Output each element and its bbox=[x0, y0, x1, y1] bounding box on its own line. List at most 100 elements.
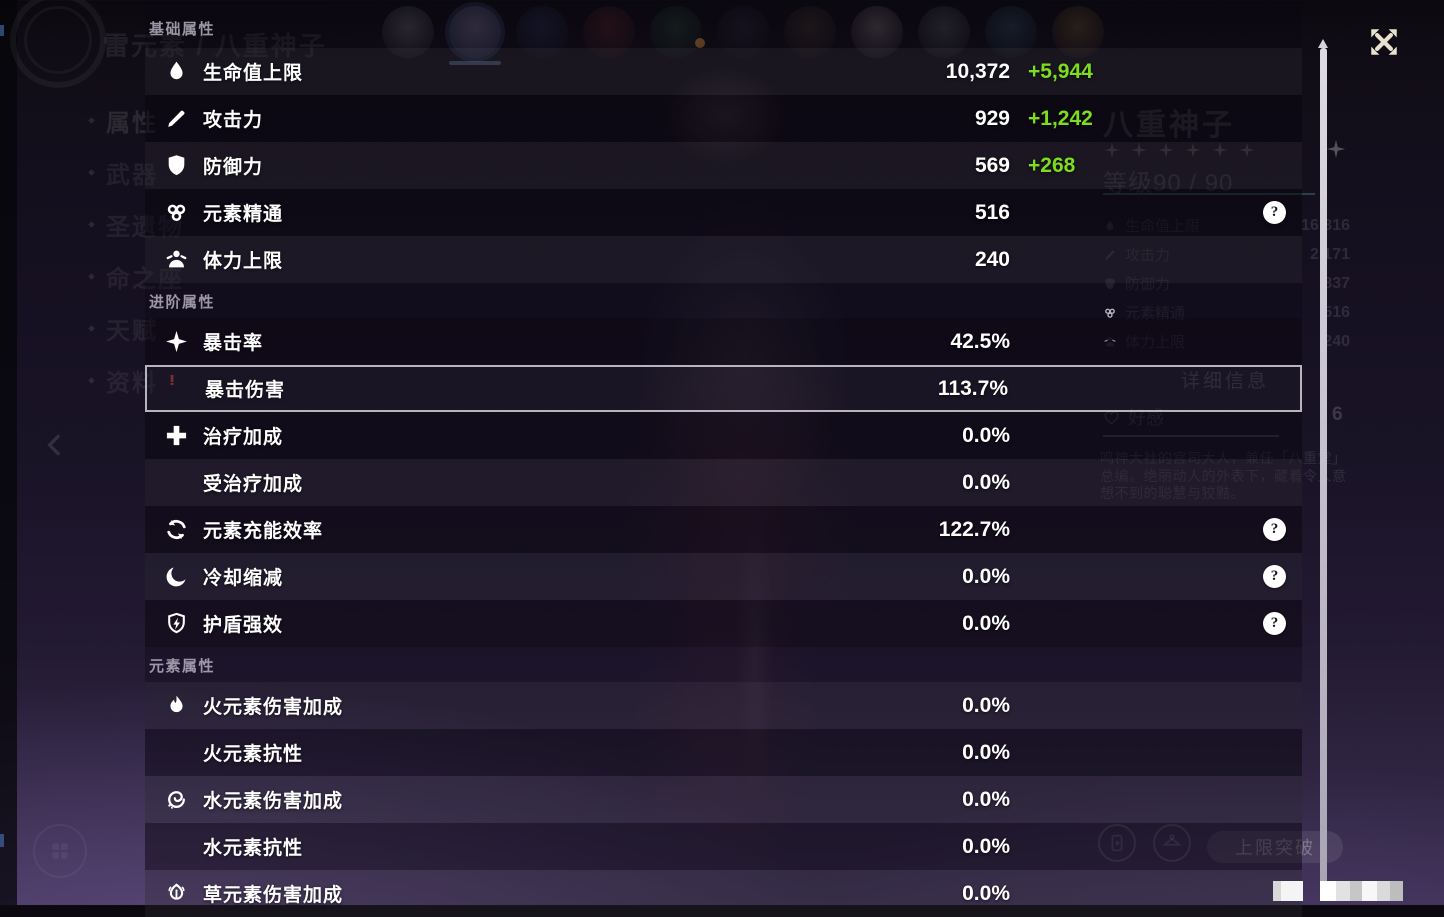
stat-row[interactable]: 攻击力 929 +1,242 bbox=[145, 95, 1302, 142]
stat-label: 火元素伤害加成 bbox=[203, 697, 344, 718]
attributes-panel: 基础属性 生命值上限 10,372 +5,944 攻击力 929 +1,242 防御力 569 +… bbox=[145, 0, 1302, 917]
pyro-icon bbox=[164, 693, 189, 718]
stat-label: 暴击伤害 bbox=[205, 380, 286, 401]
party-avatar bbox=[985, 6, 1037, 58]
stat-value: 10,372 bbox=[945, 59, 1010, 83]
party-avatar bbox=[784, 6, 836, 58]
stat-row[interactable]: 元素精通 516? bbox=[145, 189, 1302, 236]
stat-row[interactable]: 防御力 569 +268 bbox=[145, 142, 1302, 189]
background-stat-label: 体力上限 bbox=[1125, 334, 1186, 351]
stat-row-left: 受治疗加成 bbox=[145, 469, 303, 496]
sidebar-item-label: 武器 bbox=[106, 161, 158, 189]
help-icon[interactable]: ? bbox=[1263, 565, 1286, 588]
sidebar-item-label: 资料 bbox=[106, 369, 158, 397]
background-stat-row: 防御力 837 bbox=[1103, 269, 1350, 298]
stat-help-cell: ? bbox=[1247, 201, 1302, 224]
stat-row[interactable]: 冷却缩减 0.0%? bbox=[145, 553, 1302, 600]
stat-bonus: +5,944 bbox=[1028, 59, 1093, 83]
stat-row-left: 治疗加成 bbox=[145, 422, 283, 449]
close-button[interactable] bbox=[1363, 21, 1405, 63]
close-icon bbox=[1366, 24, 1402, 60]
stat-label: 暴击率 bbox=[203, 333, 264, 354]
stat-row[interactable]: 治疗加成 0.0% bbox=[145, 412, 1302, 459]
party-avatar bbox=[851, 6, 903, 58]
character-screen-title: 雷元素 / 八重神子 bbox=[103, 31, 327, 61]
diamond-icon bbox=[86, 115, 97, 126]
stamina-icon bbox=[164, 247, 189, 272]
stat-row[interactable]: 火元素伤害加成 0.0% bbox=[145, 682, 1302, 729]
stat-label: 元素充能效率 bbox=[203, 521, 324, 542]
elemental-mastery-icon bbox=[164, 200, 189, 225]
energy-recharge-icon bbox=[164, 517, 189, 542]
hydro-icon bbox=[164, 787, 189, 812]
stat-row[interactable]: 生命值上限 10,372 +5,944 bbox=[145, 48, 1302, 95]
stat-row[interactable]: 元素充能效率 122.7%? bbox=[145, 506, 1302, 553]
electro-emblem-icon bbox=[10, 0, 106, 88]
stat-row[interactable]: 草元素伤害加成 0.0% bbox=[145, 870, 1302, 917]
grid-icon bbox=[47, 838, 73, 864]
stat-row-left: 水元素伤害加成 bbox=[145, 786, 343, 813]
party-avatar bbox=[445, 2, 505, 65]
character-menu-sidebar: 属性 武器 圣遗物 命之座 天赋 资料! bbox=[86, 94, 184, 406]
scrollbar[interactable] bbox=[1318, 39, 1328, 893]
stat-row[interactable]: 暴击率 42.5% bbox=[145, 318, 1302, 365]
background-stat-label: 攻击力 bbox=[1125, 247, 1171, 264]
background-stat-row: 元素精通 516 bbox=[1103, 298, 1350, 327]
censor-block bbox=[1377, 881, 1390, 901]
background-stat-label: 生命值上限 bbox=[1125, 218, 1201, 235]
sidebar-item-label: 属性 bbox=[106, 109, 158, 137]
censor-block bbox=[1273, 881, 1281, 901]
stat-label: 受治疗加成 bbox=[203, 474, 304, 495]
censor-block bbox=[1336, 881, 1350, 901]
detail-info-button: 详细信息 bbox=[1180, 371, 1269, 392]
edge-artifact bbox=[0, 834, 4, 847]
background-stat-value: 240 bbox=[1323, 332, 1350, 350]
party-avatar bbox=[382, 6, 434, 58]
stat-row-left: 攻击力 bbox=[145, 105, 263, 132]
stat-row[interactable]: 水元素抗性 0.0% bbox=[145, 823, 1302, 870]
stat-row-left: 草元素伤害加成 bbox=[145, 880, 343, 907]
section-title: 元素属性 bbox=[149, 658, 216, 675]
crit-rate-icon bbox=[164, 329, 189, 354]
stat-value: 0.0% bbox=[962, 564, 1010, 588]
edge-artifact bbox=[0, 25, 4, 36]
stat-row-left: 暴击率 bbox=[145, 328, 263, 355]
dendro-icon bbox=[164, 881, 189, 906]
stat-row-left: 防御力 bbox=[145, 152, 263, 179]
stat-value: 0.0% bbox=[962, 787, 1010, 811]
background-stat-value: 516 bbox=[1323, 303, 1350, 321]
divider bbox=[1103, 193, 1315, 195]
stat-label: 冷却缩减 bbox=[203, 568, 284, 589]
help-icon[interactable]: ? bbox=[1263, 201, 1286, 224]
stat-label: 草元素伤害加成 bbox=[203, 885, 344, 906]
notification-badge: ! bbox=[169, 371, 176, 389]
character-description: 鸣神大社的宫司大人，兼任「八重堂」总编。绝丽动人的外表下，藏着令人意想不到的聪慧… bbox=[1100, 450, 1347, 501]
stat-row[interactable]: 水元素伤害加成 0.0% bbox=[145, 776, 1302, 823]
stat-row[interactable]: 体力上限 240 bbox=[145, 236, 1302, 283]
stat-label: 水元素抗性 bbox=[203, 838, 304, 859]
friendship-label: 好感 bbox=[1128, 408, 1164, 428]
stat-row-left: 水元素抗性 bbox=[145, 833, 303, 860]
censor-block bbox=[1350, 881, 1362, 901]
stat-row[interactable]: 护盾强效 0.0%? bbox=[145, 600, 1302, 647]
censor-block bbox=[1303, 881, 1320, 901]
stat-row[interactable]: 受治疗加成 0.0% bbox=[145, 459, 1302, 506]
stat-bonus: +268 bbox=[1028, 153, 1076, 177]
stat-row-left: 火元素抗性 bbox=[145, 739, 303, 766]
cooldown-reduction-icon bbox=[164, 564, 189, 589]
stat-label: 水元素伤害加成 bbox=[203, 791, 344, 812]
help-icon[interactable]: ? bbox=[1263, 518, 1286, 541]
sidebar-item-资料: 资料! bbox=[86, 354, 184, 406]
character-level: 等级90 / 90 bbox=[1103, 170, 1234, 197]
stat-label: 元素精通 bbox=[203, 204, 284, 225]
party-avatar bbox=[583, 6, 635, 58]
stat-row[interactable]: 火元素抗性 0.0% bbox=[145, 729, 1302, 776]
friendship-row: 好感 bbox=[1103, 404, 1164, 430]
help-icon[interactable]: ? bbox=[1263, 612, 1286, 635]
stat-row[interactable]: 暴击伤害 113.7% bbox=[145, 365, 1302, 412]
stat-value: 240 bbox=[974, 247, 1010, 271]
censor-block bbox=[1362, 881, 1377, 901]
stat-row-left: 冷却缩减 bbox=[145, 563, 283, 590]
stat-help-cell: ? bbox=[1247, 565, 1302, 588]
